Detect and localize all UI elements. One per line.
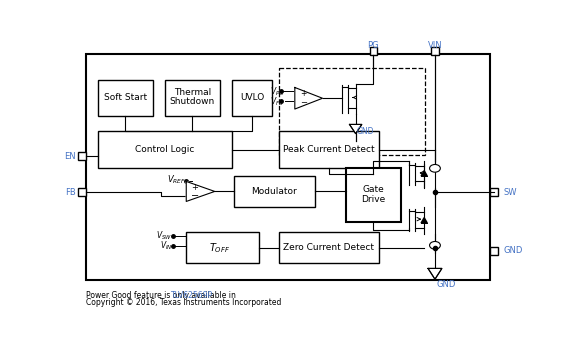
Text: +: + [191,183,198,192]
Bar [98,131,232,168]
Text: $V_{REF}$: $V_{REF}$ [167,174,185,186]
Bar [278,68,425,155]
Polygon shape [295,87,323,109]
Text: −: − [300,98,307,107]
Text: +: + [300,89,307,98]
Text: UVLO: UVLO [240,93,265,102]
Polygon shape [428,268,442,279]
Bar [232,80,273,116]
Text: $V_{PG}$: $V_{PG}$ [270,85,284,98]
Polygon shape [349,125,362,134]
Bar [490,189,498,196]
Text: −: − [191,191,199,201]
Text: GND: GND [436,280,455,289]
Bar [431,47,439,55]
Text: Soft Start: Soft Start [104,93,147,102]
Bar [98,80,153,116]
Text: Modulator: Modulator [251,187,297,196]
Bar [346,168,401,222]
Text: SW: SW [503,188,517,197]
Text: Zero Current Detect: Zero Current Detect [283,243,374,252]
Text: $V_{IN}$: $V_{IN}$ [160,239,172,251]
Bar [186,232,259,263]
Text: Thermal: Thermal [174,88,211,97]
Text: $V_{FB}$: $V_{FB}$ [270,95,284,108]
Bar [86,54,490,280]
Text: EN: EN [65,151,76,161]
Text: Power Good feature is only available in: Power Good feature is only available in [86,291,238,300]
Polygon shape [421,218,428,223]
Text: Shutdown: Shutdown [170,97,215,106]
Text: Peak Current Detect: Peak Current Detect [283,146,375,154]
Text: $V_{SW}$: $V_{SW}$ [156,229,172,241]
Text: GND: GND [356,127,374,136]
Bar [78,152,86,160]
Text: VIN: VIN [428,41,442,50]
Bar [278,131,379,168]
Text: GND: GND [503,246,523,255]
Polygon shape [186,181,215,202]
Text: TLV62569P: TLV62569P [171,291,213,300]
Text: $T_{OFF}$: $T_{OFF}$ [209,241,230,255]
Bar [78,189,86,196]
Text: Gate: Gate [362,185,384,194]
Text: Copyright © 2016, Texas Instruments Incorporated: Copyright © 2016, Texas Instruments Inco… [86,298,282,307]
Polygon shape [421,171,428,176]
Ellipse shape [430,241,441,249]
Bar [370,47,377,55]
Ellipse shape [430,164,441,172]
Bar [164,80,220,116]
Text: Drive: Drive [361,195,386,204]
Text: PG: PG [367,41,379,50]
Bar [234,176,315,207]
Text: FB: FB [65,188,76,197]
Text: Control Logic: Control Logic [135,146,194,154]
Bar [278,232,379,263]
Bar [490,247,498,255]
